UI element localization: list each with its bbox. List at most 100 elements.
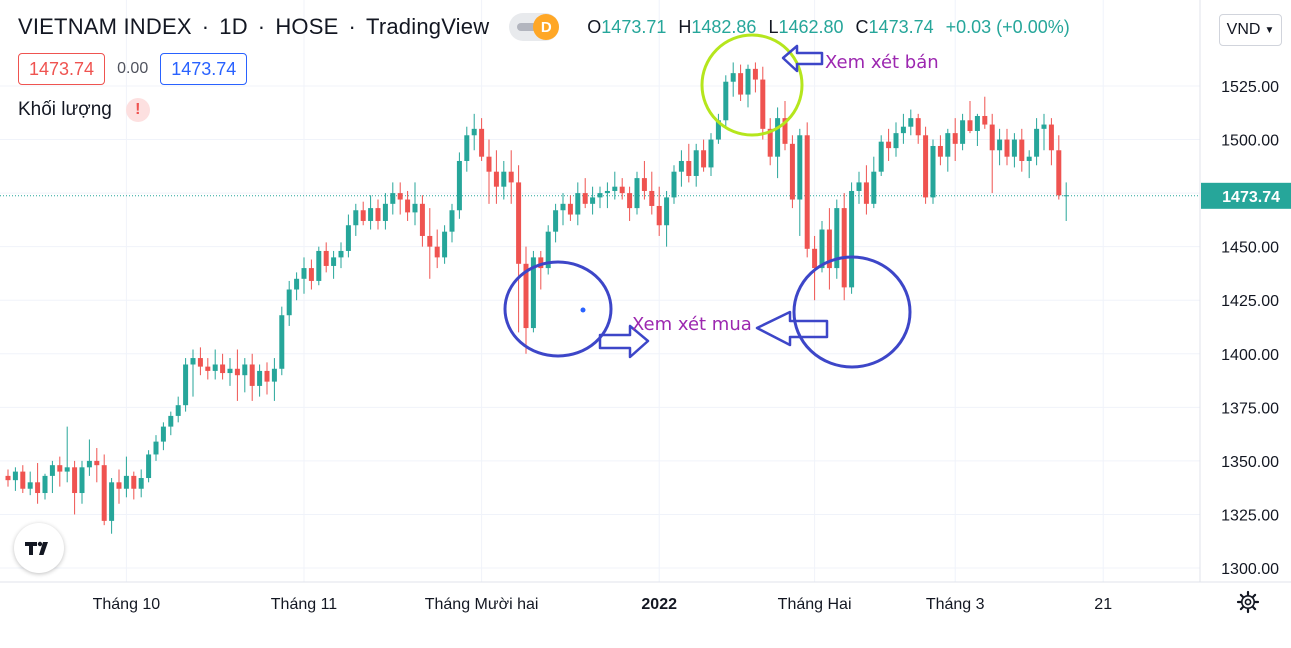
- candle[interactable]: [1048, 118, 1054, 166]
- candle[interactable]: [279, 306, 285, 376]
- candle[interactable]: [597, 186, 603, 209]
- candle[interactable]: [338, 242, 344, 269]
- candle[interactable]: [767, 118, 773, 166]
- candle[interactable]: [64, 426, 70, 483]
- candle[interactable]: [923, 126, 929, 204]
- candle[interactable]: [79, 460, 85, 504]
- symbol-title[interactable]: VIETNAM INDEX · 1D · HOSE · TradingView: [18, 14, 489, 40]
- candle[interactable]: [493, 150, 499, 204]
- candle[interactable]: [419, 195, 425, 247]
- candle[interactable]: [649, 171, 655, 215]
- candle[interactable]: [249, 353, 255, 401]
- candle[interactable]: [834, 199, 840, 279]
- candle[interactable]: [841, 193, 847, 301]
- candle[interactable]: [856, 171, 862, 204]
- candle[interactable]: [708, 133, 714, 176]
- candle[interactable]: [627, 186, 633, 221]
- candle[interactable]: [257, 364, 263, 397]
- candle[interactable]: [590, 186, 596, 215]
- candle[interactable]: [301, 257, 307, 294]
- candle[interactable]: [915, 113, 921, 144]
- candle[interactable]: [523, 246, 529, 354]
- candle[interactable]: [989, 113, 995, 194]
- candle[interactable]: [101, 454, 107, 526]
- candle[interactable]: [804, 122, 810, 258]
- candle[interactable]: [20, 465, 26, 494]
- candle[interactable]: [501, 160, 507, 200]
- candle[interactable]: [271, 358, 277, 401]
- candle[interactable]: [982, 96, 988, 129]
- candle[interactable]: [212, 349, 218, 380]
- candle[interactable]: [789, 135, 795, 209]
- candle[interactable]: [516, 165, 522, 333]
- candle[interactable]: [538, 250, 544, 290]
- candle[interactable]: [138, 469, 144, 498]
- candle[interactable]: [878, 135, 884, 176]
- candle[interactable]: [582, 178, 588, 209]
- candle[interactable]: [131, 471, 137, 500]
- candle[interactable]: [316, 246, 322, 286]
- candle[interactable]: [360, 201, 366, 226]
- candle[interactable]: [900, 113, 906, 144]
- candle[interactable]: [86, 439, 92, 476]
- candle[interactable]: [27, 471, 33, 496]
- candle[interactable]: [1004, 128, 1010, 166]
- market-status-toggle[interactable]: D: [509, 13, 560, 41]
- candle[interactable]: [471, 113, 477, 151]
- candle[interactable]: [575, 182, 581, 226]
- candle[interactable]: [508, 150, 514, 204]
- candle[interactable]: [797, 128, 803, 236]
- candle[interactable]: [397, 182, 403, 215]
- candle[interactable]: [738, 64, 744, 101]
- candle[interactable]: [464, 126, 470, 172]
- candle[interactable]: [745, 64, 751, 108]
- candle[interactable]: [153, 435, 159, 461]
- candle[interactable]: [175, 396, 181, 423]
- candle[interactable]: [530, 250, 536, 333]
- gear-icon[interactable]: [1234, 588, 1262, 616]
- candle[interactable]: [146, 450, 152, 483]
- candle[interactable]: [116, 469, 122, 504]
- candle[interactable]: [678, 150, 684, 187]
- candle[interactable]: [12, 467, 18, 491]
- candle[interactable]: [234, 349, 240, 401]
- candle[interactable]: [863, 165, 869, 215]
- candle[interactable]: [612, 171, 618, 200]
- volume-label[interactable]: Khối lượng: [18, 99, 112, 120]
- candle[interactable]: [42, 473, 48, 500]
- candle[interactable]: [227, 358, 233, 386]
- candle[interactable]: [353, 203, 359, 236]
- candle[interactable]: [168, 411, 174, 436]
- candle[interactable]: [123, 456, 129, 498]
- candle[interactable]: [412, 182, 418, 226]
- candle[interactable]: [619, 178, 625, 200]
- candle[interactable]: [72, 460, 78, 515]
- candle[interactable]: [560, 193, 566, 226]
- candle[interactable]: [641, 160, 647, 200]
- candle[interactable]: [35, 463, 41, 504]
- candle[interactable]: [308, 259, 314, 290]
- candle[interactable]: [893, 122, 899, 157]
- candle[interactable]: [849, 182, 855, 294]
- candle[interactable]: [368, 195, 374, 230]
- candle[interactable]: [405, 190, 411, 221]
- candle[interactable]: [604, 182, 610, 209]
- tradingview-logo[interactable]: [14, 523, 64, 573]
- candle[interactable]: [871, 156, 877, 209]
- sell-button[interactable]: 1473.74: [18, 53, 106, 85]
- candle[interactable]: [1026, 150, 1032, 179]
- candle[interactable]: [57, 456, 63, 487]
- candle[interactable]: [960, 113, 966, 151]
- candle[interactable]: [479, 118, 485, 161]
- candle[interactable]: [345, 214, 351, 258]
- candle[interactable]: [1034, 118, 1040, 166]
- candle[interactable]: [205, 358, 211, 380]
- candle[interactable]: [486, 139, 492, 204]
- candle[interactable]: [553, 203, 559, 243]
- candle[interactable]: [242, 358, 248, 393]
- candle[interactable]: [375, 199, 381, 230]
- candle[interactable]: [264, 362, 270, 395]
- candle[interactable]: [715, 113, 721, 144]
- candle[interactable]: [449, 203, 455, 243]
